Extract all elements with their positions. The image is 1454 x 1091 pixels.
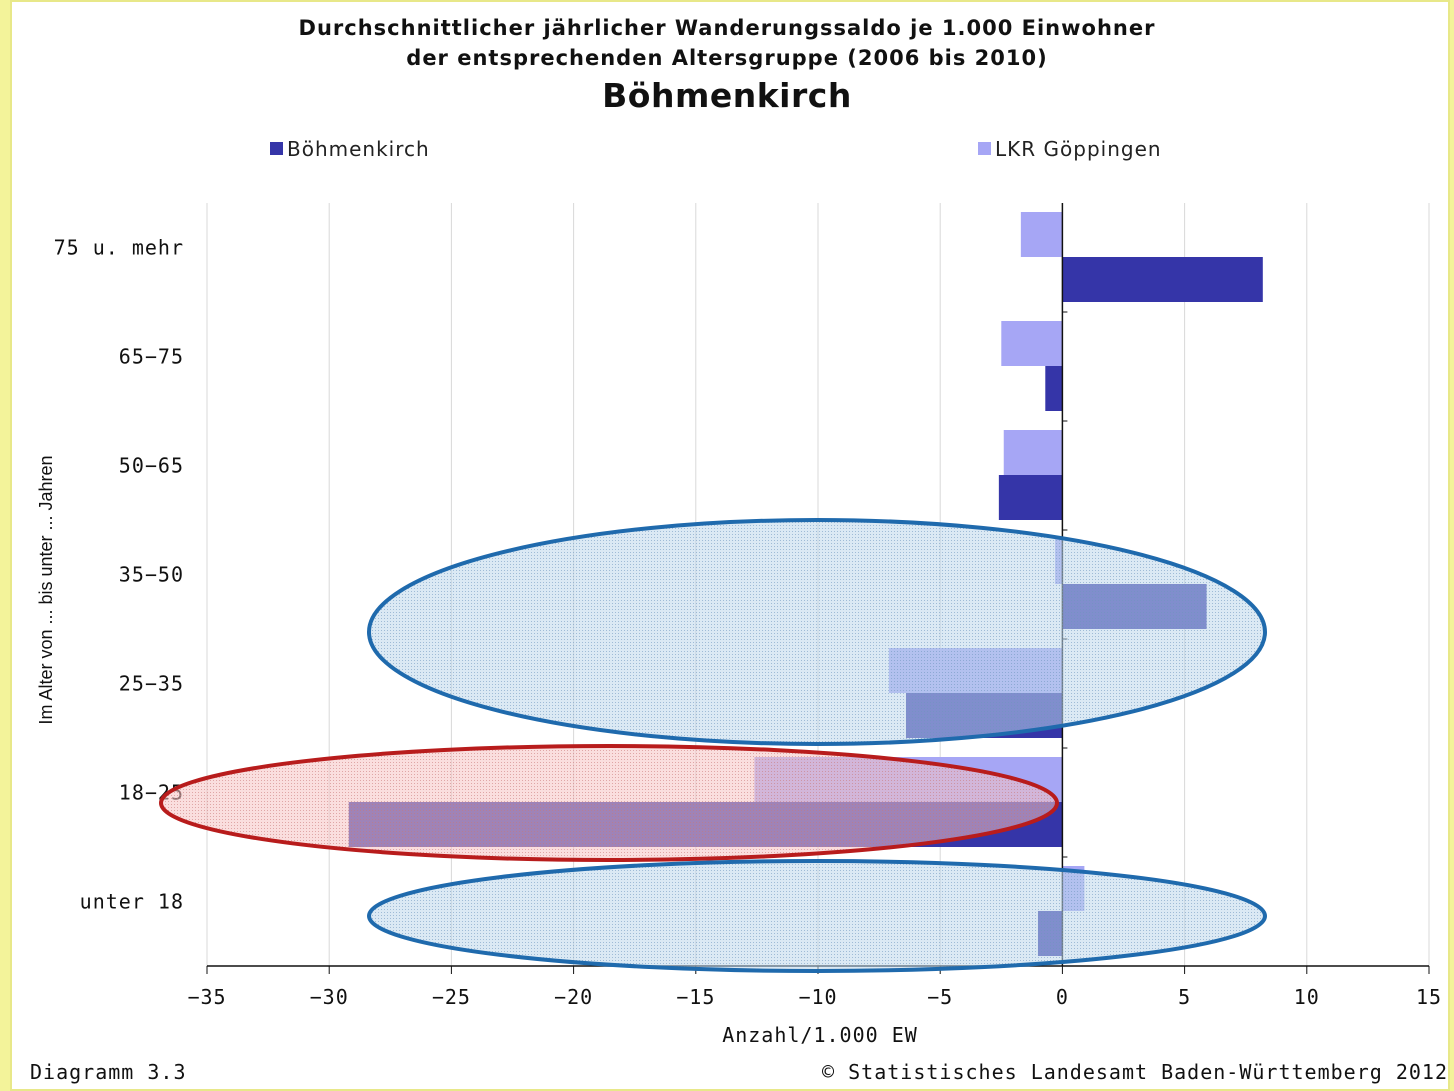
x-tick-label: −25 <box>432 985 471 1009</box>
legend-swatch-boehmenkirch <box>270 142 283 155</box>
footer-copyright: © Statistisches Landesamt Baden-Württemb… <box>822 1060 1448 1084</box>
chart-title-line-1: Durchschnittlicher jährlicher Wanderungs… <box>298 16 1156 40</box>
category-label: 25−35 <box>119 672 184 696</box>
category-label: 35−50 <box>119 563 184 587</box>
bar-boehmenkirch <box>1062 257 1263 302</box>
highlight-ellipse-blue-middle <box>367 518 1267 746</box>
legend-item-boehmenkirch: Böhmenkirch <box>270 137 430 161</box>
chart-title-line-2: der entsprechenden Altersgruppe (2006 bi… <box>406 46 1048 70</box>
highlight-ellipse-blue-bottom <box>367 859 1267 973</box>
x-axis-title: Anzahl/1.000 EW <box>722 1023 918 1047</box>
category-label: 75 u. mehr <box>54 236 184 260</box>
legend-label-boehmenkirch: Böhmenkirch <box>287 137 430 161</box>
x-tick-label: −30 <box>310 985 349 1009</box>
y-axis-title: Im Alter von ... bis unter ... Jahren <box>36 455 56 724</box>
highlight-ellipse-red <box>159 744 1059 862</box>
footer-diagram-number: Diagramm 3.3 <box>30 1060 187 1084</box>
category-label: 65−75 <box>119 345 184 369</box>
x-tick-label: −20 <box>554 985 593 1009</box>
legend-swatch-lkr <box>978 142 991 155</box>
legend-item-lkr: LKR Göppingen <box>978 137 1162 161</box>
bar-lkr <box>1001 321 1063 366</box>
category-label: unter 18 <box>80 890 184 914</box>
x-tick-label: −35 <box>187 985 226 1009</box>
x-tick-label: 15 <box>1416 985 1442 1009</box>
chart-title-place: Böhmenkirch <box>602 76 852 115</box>
bar-lkr <box>1003 430 1063 475</box>
x-tick-label: 0 <box>1056 985 1069 1009</box>
bar-boehmenkirch <box>998 475 1063 520</box>
highlight-ellipses <box>159 518 1267 973</box>
bar-boehmenkirch <box>1045 366 1063 411</box>
x-tick-label: −5 <box>927 985 953 1009</box>
bar-lkr <box>1020 212 1063 257</box>
category-label: 50−65 <box>119 454 184 478</box>
x-tick-label: 10 <box>1294 985 1320 1009</box>
labels: −35 −30 −25 −20 −15 −10 −5 0 5 10 15 75 u. mehr 65−7… <box>54 236 1442 1010</box>
legend-label-lkr: LKR Göppingen <box>995 137 1162 161</box>
x-tick-label: −10 <box>798 985 837 1009</box>
x-tick-label: 5 <box>1178 985 1191 1009</box>
x-tick-label: −15 <box>676 985 715 1009</box>
